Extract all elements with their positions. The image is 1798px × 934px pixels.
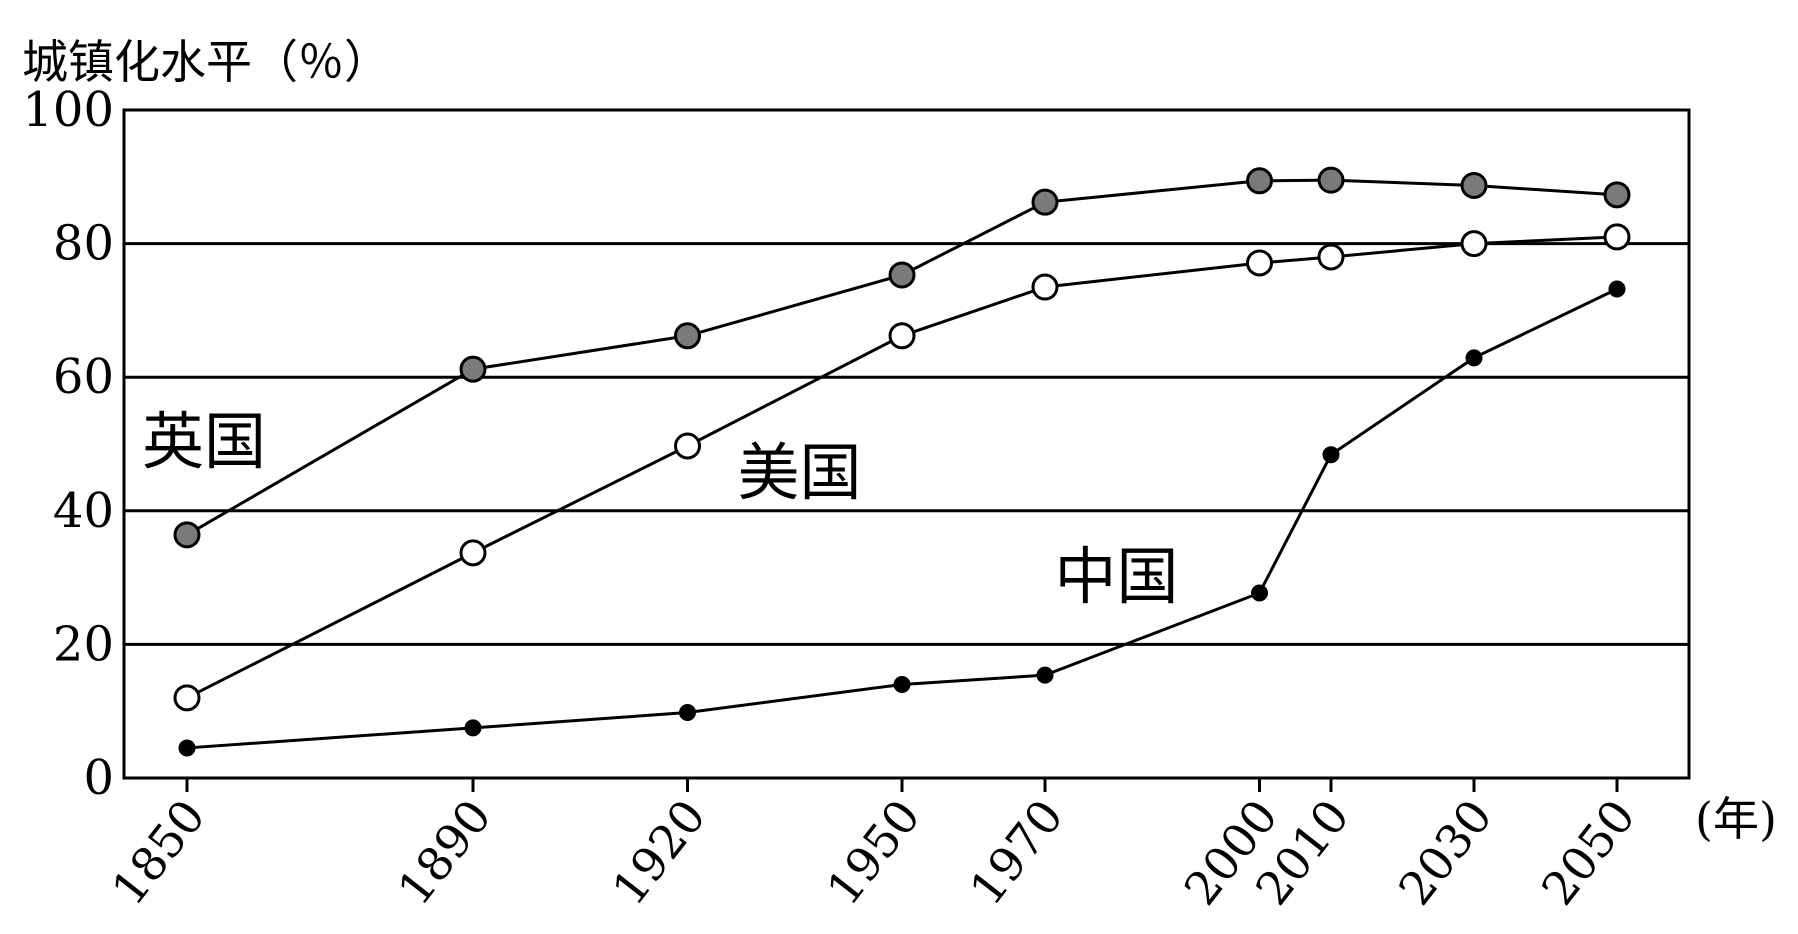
x-tick-label: 1950: [816, 790, 931, 916]
x-tick-label: 1920: [602, 790, 717, 916]
x-tick-label: 1970: [959, 790, 1074, 916]
data-point: [1322, 446, 1340, 464]
plot-frame: [122, 108, 1691, 780]
data-point: [1251, 584, 1268, 602]
data-point: [1317, 166, 1345, 194]
data-point: [674, 432, 701, 460]
series-label: 美国: [738, 436, 862, 509]
data-point: [1031, 188, 1059, 216]
series-points: [173, 166, 1631, 757]
data-point: [679, 704, 696, 722]
data-point: [1031, 273, 1059, 301]
data-point: [1460, 171, 1488, 199]
y-tick-label: 20: [53, 616, 114, 672]
y-tick-label: 80: [53, 216, 114, 272]
series-line: [186, 178, 1618, 537]
data-point: [893, 675, 911, 693]
data-point: [1246, 249, 1273, 277]
x-tick-label: 2030: [1388, 790, 1503, 916]
data-point: [674, 322, 701, 350]
data-point: [459, 355, 487, 383]
data-point: [1246, 167, 1273, 195]
data-point: [888, 261, 916, 289]
data-point: [459, 539, 487, 567]
y-tick-label: 60: [53, 349, 114, 405]
data-point: [1608, 280, 1626, 298]
data-point: [173, 521, 201, 549]
data-point: [173, 684, 201, 712]
x-tick-label: 1890: [387, 790, 502, 916]
data-point: [1317, 243, 1345, 271]
data-point: [1603, 223, 1631, 251]
data-point: [1603, 181, 1631, 209]
data-point: [1460, 230, 1488, 258]
gridlines: [124, 242, 1689, 646]
data-point: [464, 719, 482, 737]
y-tick-label: 40: [53, 483, 114, 539]
series-line: [186, 235, 1618, 700]
y-tick-label: 100: [22, 82, 114, 138]
data-point: [1036, 666, 1054, 684]
y-axis-title: 城镇化水平（％）: [22, 35, 390, 89]
data-point: [888, 322, 916, 350]
x-axis-unit: (年): [1695, 792, 1777, 846]
y-tick-label: 0: [83, 750, 114, 806]
x-tick-label: 2050: [1531, 790, 1646, 916]
series-label: 英国: [142, 405, 266, 478]
data-point: [1465, 349, 1483, 367]
data-point: [178, 739, 196, 757]
x-tick-label: 1850: [101, 790, 216, 916]
y-tick-labels: 0 20 40 60 80 100: [22, 82, 114, 806]
series-label: 中国: [1055, 540, 1179, 613]
